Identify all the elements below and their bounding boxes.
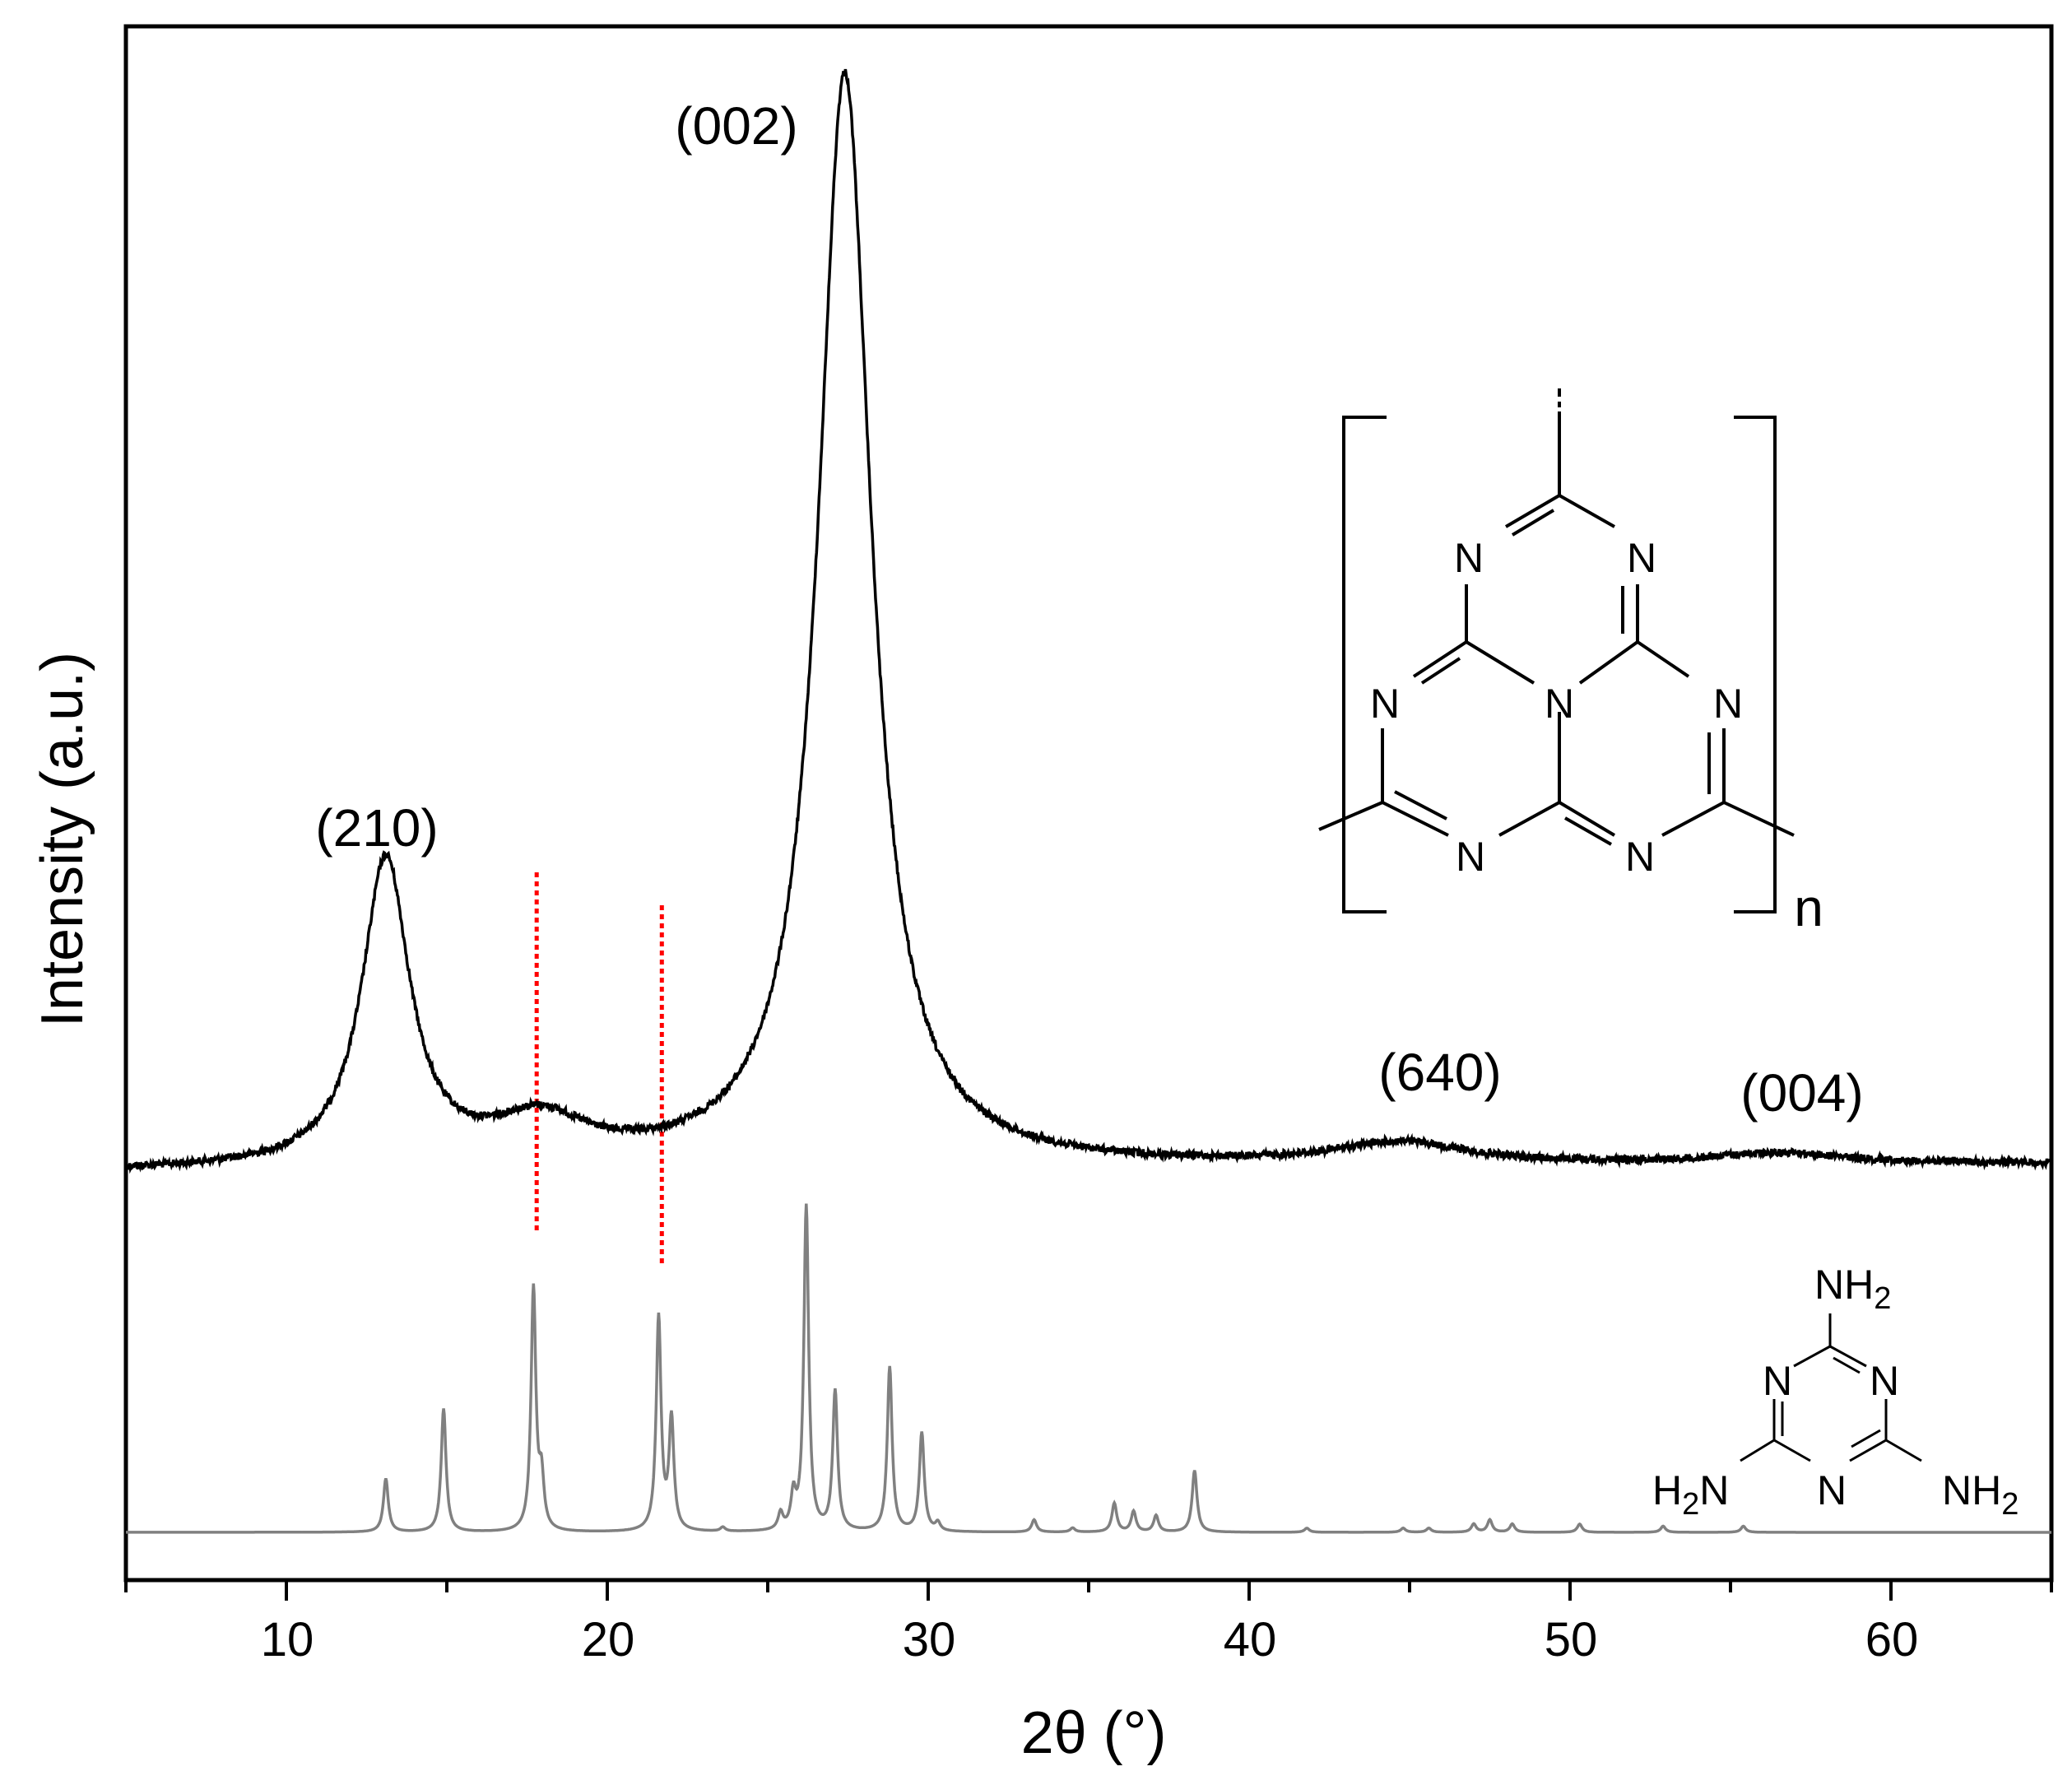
polymer-atom-n: N [1713,681,1743,727]
structure-bracket-left [1342,416,1387,913]
heptazine-structure [1318,388,1795,913]
polymer-atom-n: N [1625,834,1655,880]
melamine-ring-atom-n: N [1870,1358,1899,1404]
x-tick-label: 50 [1545,1613,1598,1666]
polymer-atom-n: N [1456,834,1485,880]
x-tick-label: 60 [1865,1613,1919,1666]
series-line-gray [126,1203,2051,1534]
x-tick-label: 30 [903,1613,956,1666]
y-axis-title: Intensity (a.u.) [30,652,95,1027]
reference-lines [534,872,664,1263]
structure-bracket-right [1734,416,1777,913]
x-axis-title: 2θ (°) [1021,1700,1167,1766]
x-tick-label: 20 [582,1613,635,1666]
x-tick-label: 10 [261,1613,314,1666]
x-tick-label: 40 [1224,1613,1277,1666]
peak-label-210: (210) [315,798,438,858]
polymer-atom-n: N [1370,681,1400,727]
polymer-atom-n: N [1454,535,1484,581]
melamine-amine-right: NH2 [1942,1467,2019,1522]
polymer-repeat-subscript: n [1794,878,1823,937]
x-axis-ticks [124,1580,2053,1601]
melamine-ring-atom-n: N [1763,1358,1792,1404]
polymer-atom-n: N [1627,535,1656,581]
peak-label-004: (004) [1740,1063,1863,1123]
melamine-ring-atom-n: N [1817,1467,1847,1513]
melamine-amine-left: H2N [1652,1467,1729,1522]
melamine-structure [1740,1313,1922,1462]
melamine-amine-top: NH2 [1814,1262,1891,1316]
peak-label-002: (002) [675,96,797,156]
polymer-atom-n: N [1545,681,1574,727]
peak-label-640: (640) [1378,1043,1501,1102]
series-line-black [124,68,2053,1174]
